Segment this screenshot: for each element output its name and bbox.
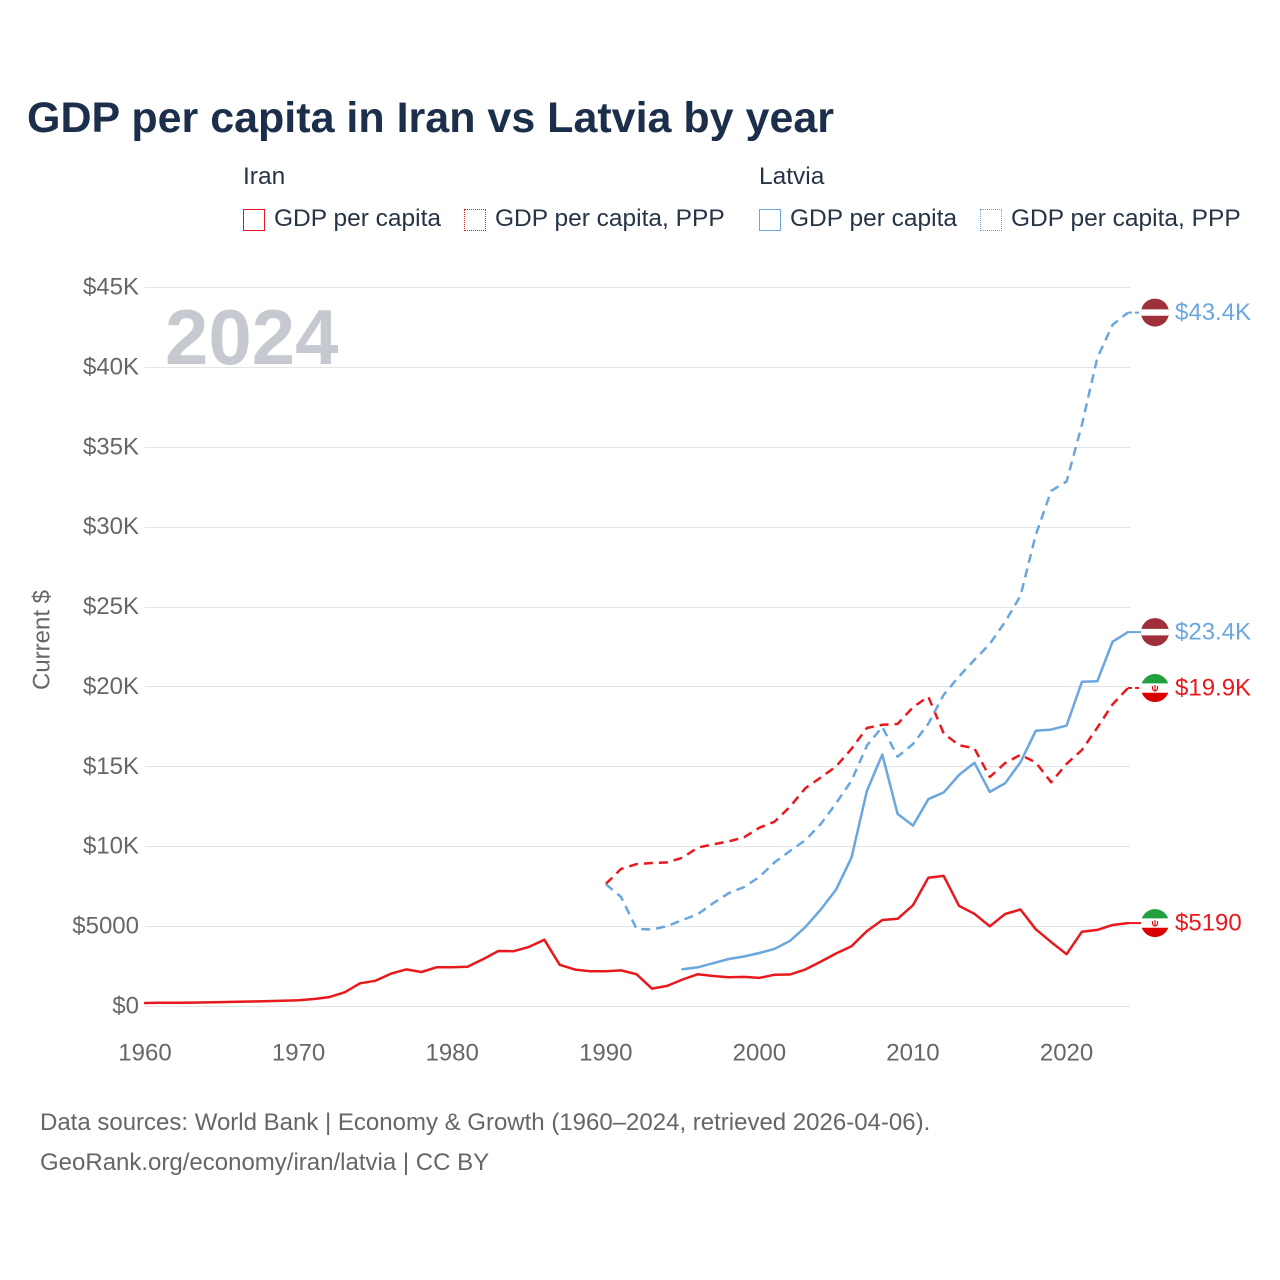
y-tick-label: $35K [83,433,139,460]
chart-title: GDP per capita in Iran vs Latvia by year [27,94,835,142]
legend-swatch-solid [243,209,265,231]
footer-credit: GeoRank.org/economy/iran/latvia | CC BY [40,1149,490,1176]
x-tick-label: 1960 [118,1040,171,1067]
end-value-label: $23.4K [1175,619,1251,646]
end-value-label: $43.4K [1175,299,1251,326]
flag-stripe [1141,927,1169,938]
y-tick-label: $20K [83,673,139,700]
latvia-flag-icon [1141,618,1169,647]
iran-flag-icon [1141,674,1169,703]
flag-emblem [1151,920,1159,927]
y-tick-label: $5000 [72,913,139,940]
y-tick-label: $0 [112,993,139,1020]
y-tick-label: $40K [83,353,139,380]
legend-group-title-latvia: Latvia [759,163,825,190]
x-tick-label: 1980 [425,1040,478,1067]
x-tick-label: 1990 [579,1040,632,1067]
flag-emblem [1151,685,1159,692]
series-lines [143,311,1130,1005]
series-line-iran-gdp-per-capita [143,874,1130,1005]
legend-swatch-dotted [464,209,486,231]
end-value-label: $19.9K [1175,675,1251,702]
x-axis: 1960 1970 1980 1990 2000 2010 2020 [118,1040,1093,1067]
y-tick-label: $45K [83,274,139,301]
end-markers: $5190 $19.9K $23.4K $43.4K [1128,298,1251,938]
y-tick-label: $25K [83,593,139,620]
x-tick-label: 1970 [272,1040,325,1067]
latvia-flag-icon [1141,298,1169,327]
legend-swatch-dotted [980,209,1002,231]
legend-group-title-iran: Iran [243,163,286,190]
series-line-latvia-gdp-per-capita-ppp [604,311,1129,931]
x-tick-label: 2000 [733,1040,786,1067]
legend-label: GDP per capita [790,205,958,232]
flag-stripe [1141,674,1169,684]
legend-label: GDP per capita [274,205,442,232]
legend-label: GDP per capita, PPP [495,205,725,232]
series-line-latvia-gdp-per-capita [681,630,1130,971]
iran-flag-icon [1141,909,1169,938]
y-gridlines [145,287,1130,1007]
legend-label: GDP per capita, PPP [1011,205,1241,232]
flag-stripe [1141,628,1169,636]
y-axis-title: Current $ [29,590,56,690]
series-line-iran-gdp-per-capita-ppp [604,687,1129,885]
x-tick-label: 2020 [1040,1040,1093,1067]
end-value-label: $5190 [1175,910,1242,937]
flag-stripe [1141,692,1169,703]
legend-swatch-solid [759,209,781,231]
flag-stripe [1141,309,1169,316]
y-axis: $0 $5000 $10K $15K $20K $25K $30K $35K $40K $45K [72,274,139,1020]
footer-source: Data sources: World Bank | Economy & Gro… [40,1109,931,1136]
flag-stripe [1141,909,1169,919]
y-tick-label: $15K [83,753,139,780]
x-tick-label: 2010 [886,1040,939,1067]
y-tick-label: $30K [83,513,139,540]
y-tick-label: $10K [83,833,139,860]
year-label: 2024 [165,293,339,381]
